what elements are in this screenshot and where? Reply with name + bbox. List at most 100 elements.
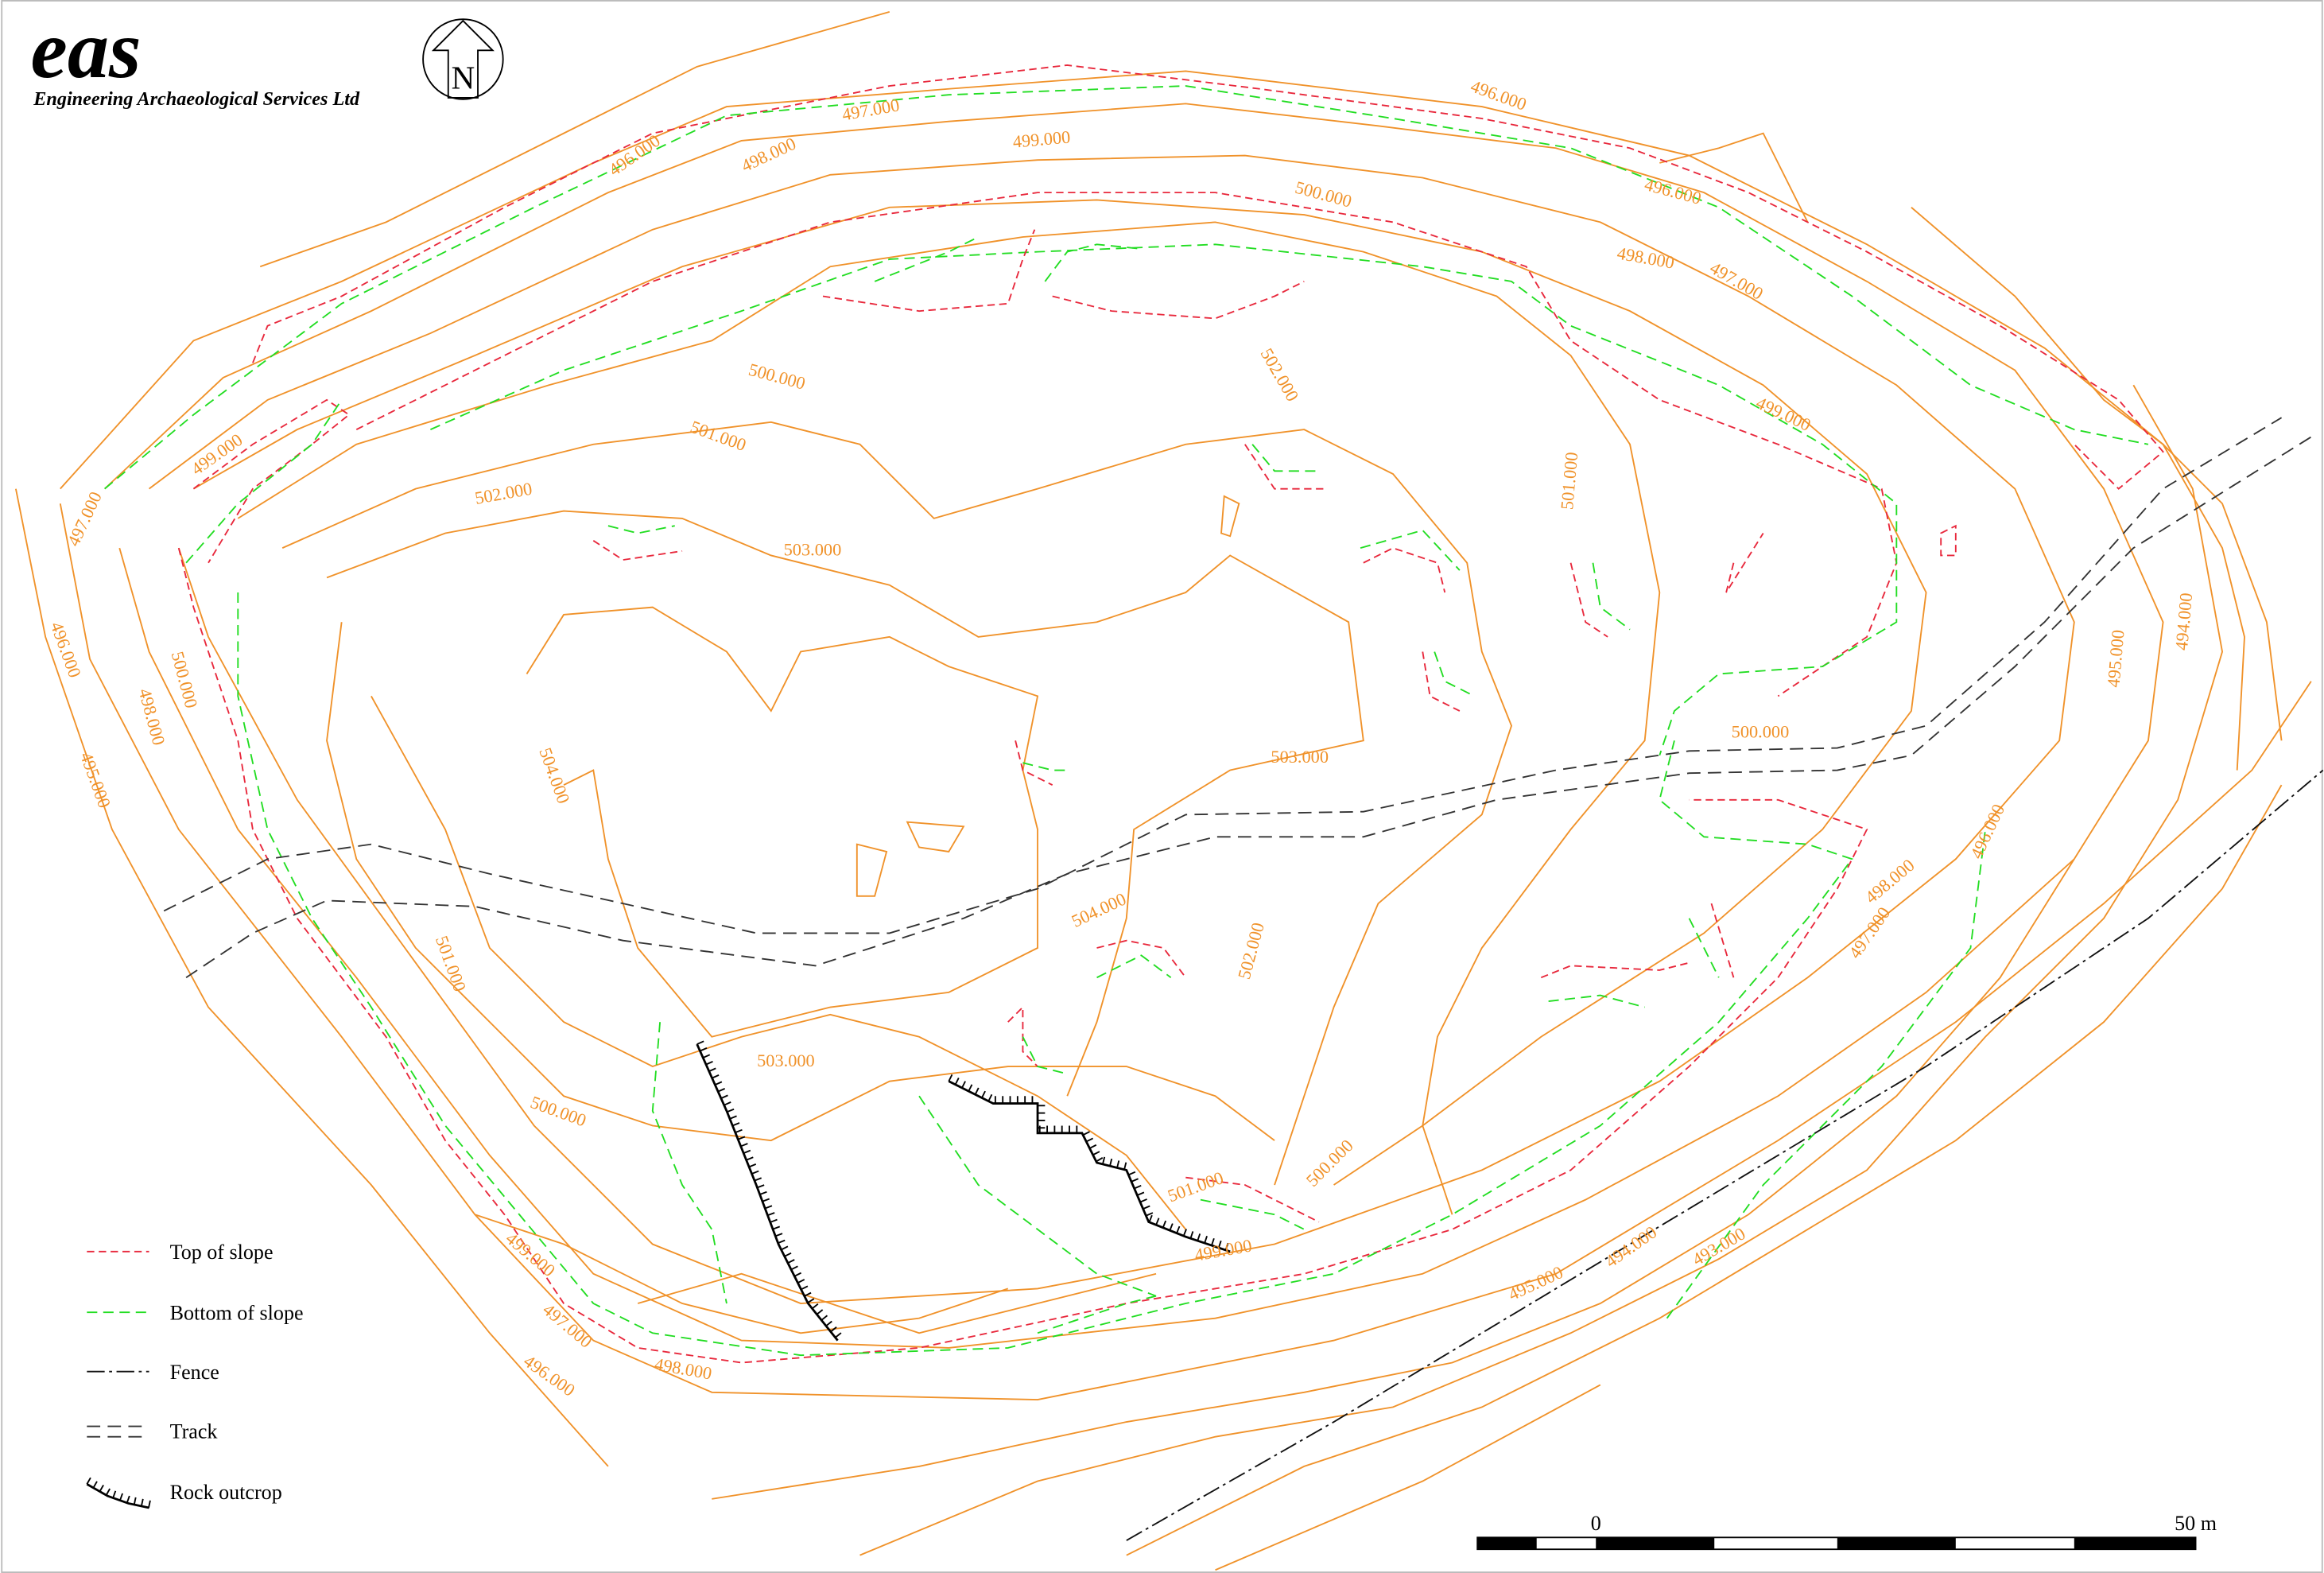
- legend: Top of slope Bottom of slope Fence Track…: [86, 1241, 304, 1509]
- outcrop-tick: [112, 1490, 117, 1498]
- scale-label: 0: [1591, 1512, 1601, 1535]
- outcrop-tick: [1143, 1205, 1150, 1210]
- outcrop-tick: [787, 1259, 795, 1264]
- outcrop-tick: [804, 1291, 812, 1297]
- outcrop-tick: [948, 1074, 953, 1082]
- outcrop-tick: [825, 1320, 832, 1327]
- outcrop-tick: [835, 1332, 842, 1338]
- outcrop-tick: [1182, 1229, 1187, 1237]
- outcrop-tick: [1176, 1225, 1181, 1234]
- outcrop-tick: [1224, 1242, 1229, 1251]
- outcrop-tick: [1155, 1218, 1160, 1225]
- slope-lines: [104, 64, 2164, 1364]
- outcrop-tick: [705, 1060, 713, 1066]
- outcrop-tick: [801, 1285, 809, 1291]
- legend-label: Rock outcrop: [170, 1481, 282, 1504]
- outcrop-tick: [1204, 1236, 1208, 1244]
- outcrop-tick: [748, 1163, 757, 1168]
- scale-label: 50 m: [2175, 1512, 2217, 1535]
- contour-label: 503.000: [784, 539, 842, 559]
- outcrop-tick: [1136, 1191, 1145, 1196]
- outcrop-tick: [1145, 1212, 1154, 1217]
- legend-label: Track: [170, 1420, 219, 1443]
- outcrop-tick: [1116, 1160, 1120, 1168]
- contour-label: 501.000: [1557, 451, 1581, 511]
- logo: eas: [31, 3, 142, 95]
- outcrop-tick: [821, 1315, 828, 1321]
- outcrop-tick: [126, 1495, 130, 1504]
- outcrop-tick: [790, 1265, 798, 1271]
- contours: [14, 11, 2312, 1571]
- outcrop-tick: [1169, 1223, 1174, 1231]
- outcrop-tick: [981, 1090, 986, 1098]
- outcrop-tick: [1189, 1231, 1194, 1239]
- outcrop-tick: [92, 1481, 98, 1489]
- outcrop-tick: [1162, 1220, 1167, 1229]
- outcrop-tick: [119, 1493, 123, 1501]
- outcrop-tick: [720, 1094, 728, 1100]
- outcrop-tick: [754, 1177, 762, 1182]
- scale-bar: 0 50 m: [1476, 1512, 2217, 1551]
- outcrop-tick: [784, 1252, 792, 1257]
- outcrop-tick: [811, 1303, 819, 1310]
- legend-label: Top of slope: [170, 1241, 274, 1264]
- outcrop-tick: [743, 1149, 751, 1154]
- contour-label: 503.000: [1271, 747, 1329, 767]
- tracks: [163, 417, 2312, 979]
- company-name: Engineering Archaeological Services Ltd: [33, 88, 360, 110]
- outcrop-tick: [1096, 1156, 1104, 1163]
- fence: [1126, 769, 2324, 1541]
- outcrop-tick: [774, 1233, 783, 1237]
- outcrop-tick: [717, 1088, 726, 1093]
- outcrop-tick: [148, 1500, 151, 1509]
- outcrop-tick: [778, 1239, 786, 1244]
- outcrop-tick: [793, 1272, 801, 1277]
- outcrop-tick: [735, 1128, 743, 1134]
- outcrop-tick: [700, 1047, 708, 1052]
- outcrop-tick: [86, 1477, 91, 1485]
- outcrop-tick: [1092, 1151, 1100, 1156]
- outcrop-tick: [751, 1170, 759, 1175]
- outcrop-tick: [1217, 1240, 1222, 1249]
- outcrop-tick: [816, 1309, 824, 1315]
- rock-outcrops: [696, 1040, 1231, 1342]
- outcrop-tick: [737, 1136, 746, 1140]
- outcrop-tick: [1197, 1233, 1201, 1241]
- outcrop-tick: [1123, 1162, 1127, 1170]
- outcrop-tick: [1134, 1184, 1142, 1190]
- outcrop-tick: [105, 1488, 111, 1496]
- outcrop-tick: [1211, 1237, 1215, 1246]
- outcrop-tick: [797, 1279, 805, 1284]
- outcrop-tick: [1148, 1214, 1153, 1223]
- north-arrow: N: [422, 18, 504, 100]
- outcrop-tick: [767, 1212, 775, 1217]
- contour-label: 500.000: [1732, 722, 1790, 742]
- outcrop-tick: [702, 1054, 711, 1058]
- outcrop-tick: [1089, 1144, 1097, 1149]
- outcrop-tick: [954, 1078, 960, 1086]
- outcrop-tick: [781, 1245, 789, 1251]
- legend-label: Bottom of slope: [170, 1302, 304, 1325]
- legend-swatch: [86, 1483, 149, 1509]
- outcrop-tick: [1139, 1198, 1147, 1203]
- outcrop-tick: [140, 1498, 144, 1507]
- outcrop-tick: [1109, 1158, 1113, 1167]
- outcrop-tick: [772, 1225, 781, 1230]
- outcrop-tick: [732, 1122, 740, 1127]
- outcrop-tick: [740, 1143, 748, 1148]
- north-label: N: [452, 60, 475, 96]
- outcrop-tick: [1102, 1156, 1106, 1165]
- outcrop-tick: [770, 1218, 778, 1223]
- outcrop-tick: [974, 1087, 980, 1095]
- outcrop-tick: [1085, 1137, 1094, 1143]
- outcrop-tick: [712, 1074, 720, 1079]
- outcrop-tick: [1127, 1171, 1136, 1176]
- outcrop-tick: [724, 1101, 731, 1106]
- outcrop-tick: [830, 1326, 837, 1333]
- contour-label: 499.000: [1012, 126, 1072, 151]
- outcrop-tick: [727, 1108, 735, 1113]
- contour-label: 495.000: [2103, 629, 2128, 689]
- outcrop-tick: [759, 1190, 767, 1195]
- outcrop-tick: [987, 1093, 993, 1102]
